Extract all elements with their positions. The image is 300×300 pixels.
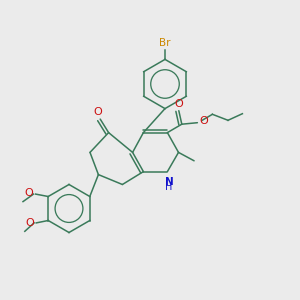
Text: O: O [200,116,208,126]
Text: H: H [165,182,172,192]
Text: O: O [25,188,34,199]
Text: O: O [26,218,34,229]
Text: Br: Br [159,38,171,48]
Text: N: N [164,177,173,187]
Text: O: O [93,107,102,117]
Text: O: O [174,99,183,109]
